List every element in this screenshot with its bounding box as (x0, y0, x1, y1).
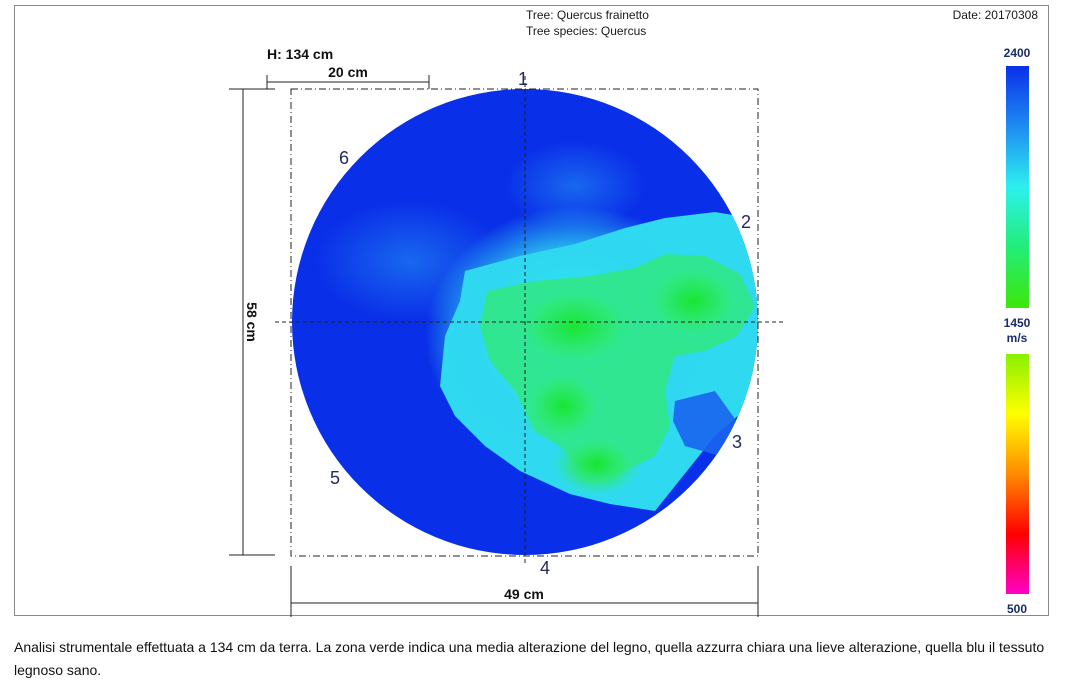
scale-bar-label: 20 cm (328, 64, 368, 80)
sensor-label-2: 2 (741, 212, 751, 232)
sensor-label-5: 5 (330, 468, 340, 488)
sensor-label-4: 4 (540, 558, 550, 578)
colorbar-unit: m/s (1007, 331, 1028, 345)
width-dimension (290, 566, 759, 617)
sensor-label-3: 3 (732, 432, 742, 452)
medium-alteration-core (552, 432, 642, 496)
width-label: 49 cm (504, 586, 544, 602)
survey-date: Date: 20170308 (953, 8, 1039, 22)
medium-alteration-core (505, 281, 645, 371)
medium-alteration-core (638, 259, 748, 343)
measurement-height: H: 134 cm (267, 46, 333, 62)
sensor-label-6: 6 (339, 148, 349, 168)
colorbar-upper (1006, 66, 1029, 308)
figure-caption: Analisi strumentale effettuata a 134 cm … (14, 639, 1045, 678)
tree-name: Tree: Quercus frainetto (526, 8, 649, 22)
medium-alteration-core (518, 366, 608, 446)
colorbar-mid-label: 1450 (1004, 316, 1031, 330)
trunk-cross-section (292, 89, 758, 555)
height-dimension (229, 88, 275, 556)
slightly-altered-patch (505, 141, 645, 231)
colorbar-lower (1006, 354, 1029, 594)
colorbar-bottom-label: 500 (1007, 602, 1027, 616)
sound-wood-intrusion (673, 391, 740, 456)
scale-bar (266, 75, 430, 89)
colorbar-top-label: 2400 (1004, 46, 1031, 60)
tomogram-panel: Tree: Quercus frainetto Tree species: Qu… (14, 5, 1049, 617)
tomogram-chart: Tree: Quercus frainetto Tree species: Qu… (229, 8, 1039, 617)
sensor-label-1: 1 (518, 69, 528, 89)
height-label: 58 cm (244, 302, 260, 342)
tree-species: Tree species: Quercus (526, 24, 646, 38)
